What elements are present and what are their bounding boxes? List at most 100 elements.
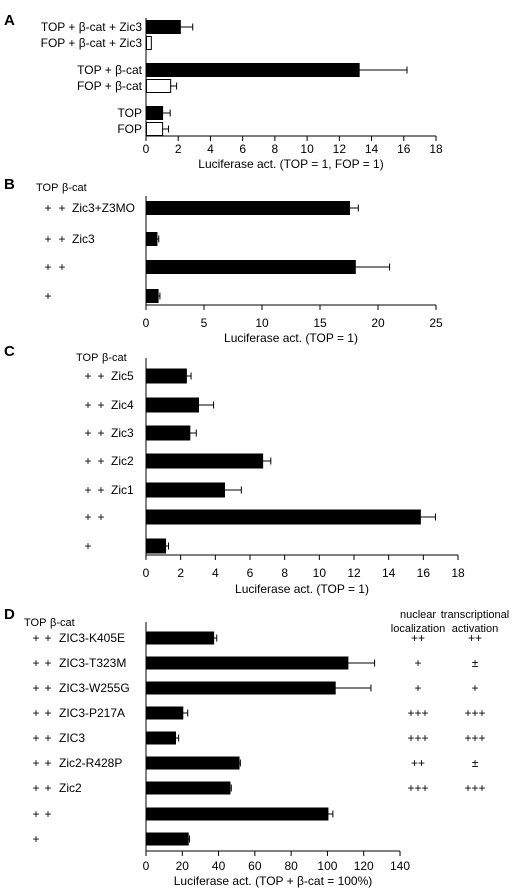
plus-mark: + [84,510,91,524]
row-label: Zic1 [111,483,134,497]
nuclear-localization-value: ++ [411,631,425,645]
bar [146,397,199,413]
transcriptional-activation-value: +++ [464,781,485,795]
plus-mark: + [44,289,51,303]
x-tick-label: 120 [354,859,374,873]
plus-mark: + [97,426,104,440]
row-label: ZIC3-W255G [59,681,130,695]
plus-mark: + [32,681,39,695]
x-tick-label: 25 [429,316,443,330]
x-tick-label: 20 [176,859,190,873]
transcriptional-activation-value: + [471,681,478,695]
bar [146,260,356,274]
plus-mark: + [32,832,39,846]
bar [146,509,421,525]
plus-mark: + [97,454,104,468]
plus-mark: + [84,369,91,383]
header-top: TOP [36,182,58,194]
x-tick-label: 20 [371,316,385,330]
nuclear-localization-value: + [414,656,421,670]
row-label: Zic2 [59,781,82,795]
category-label: FOP + β-cat + Zic3 [41,36,143,50]
x-tick-label: 0 [143,316,150,330]
x-tick-label: 8 [272,142,279,156]
x-tick-label: 2 [177,566,184,580]
x-tick-label: 18 [429,142,443,156]
plus-mark: + [58,260,65,274]
x-tick-label: 0 [143,142,150,156]
bar [146,807,329,821]
nuclear-localization-header: localization [391,623,445,635]
x-tick-label: 16 [397,142,411,156]
x-tick-label: 60 [248,859,262,873]
category-label: TOP + β-cat + Zic3 [41,20,142,34]
transcriptional-activation-value: +++ [464,706,485,720]
plus-mark: + [97,510,104,524]
row-label: ZIC3 [59,731,85,745]
plus-mark: + [97,483,104,497]
panel-D-letter: D [4,606,15,623]
plus-mark: + [44,681,51,695]
header-bcat: β-cat [50,617,75,629]
panel-B-letter: B [4,176,15,193]
bar [146,122,164,136]
category-label: FOP [117,122,142,136]
x-tick-label: 0 [143,859,150,873]
bar [146,631,215,645]
bar [146,20,181,34]
x-tick-label: 5 [201,316,208,330]
x-tick-label: 14 [382,566,396,580]
bar [146,232,158,246]
plus-mark: + [32,706,39,720]
row-label: Zic2-R428P [59,756,122,770]
bar [146,538,167,554]
plus-mark: + [44,706,51,720]
x-tick-label: 14 [365,142,379,156]
transcriptional-activation-value: +++ [464,731,485,745]
x-tick-label: 15 [313,316,327,330]
x-tick-label: 80 [284,859,298,873]
bar [146,63,360,77]
transcriptional-activation-value: ++ [468,631,482,645]
plus-mark: + [44,201,51,215]
x-tick-label: 4 [212,566,219,580]
x-tick-label: 12 [347,566,361,580]
nuclear-localization-value: +++ [407,731,428,745]
plus-mark: + [44,260,51,274]
plus-mark: + [44,731,51,745]
bar [146,79,172,93]
x-tick-label: 100 [317,859,337,873]
x-axis-label: Luciferase act. (TOP = 1, FOP = 1) [198,157,383,171]
x-tick-label: 12 [333,142,347,156]
nuclear-localization-value: +++ [407,781,428,795]
panel-D: D 0 20 40 60 80 100 120 140 Luciferase act. (TOP … [4,606,509,888]
header-top: TOP [76,352,98,364]
bar [146,36,152,50]
panel-C: C 0 2 4 6 8 10 12 14 16 18 Luciferase act. (TOP = 1… [4,343,465,596]
bar [146,756,240,770]
x-tick-label: 2 [175,142,182,156]
x-axis-label: Luciferase act. (TOP + β-cat = 100%) [174,874,373,888]
panel-C-letter: C [4,343,15,360]
plus-mark: + [32,781,39,795]
plus-mark: + [58,201,65,215]
bar [146,781,231,795]
plus-mark: + [44,781,51,795]
header-top: TOP [24,617,46,629]
plus-mark: + [97,398,104,412]
plus-mark: + [84,454,91,468]
row-label: ZIC3-K405E [59,631,125,645]
x-tick-label: 10 [255,316,269,330]
bar [146,425,191,441]
plus-mark: + [44,807,51,821]
plus-mark: + [32,731,39,745]
x-axis-label: Luciferase act. (TOP = 1) [224,331,358,345]
plus-mark: + [32,656,39,670]
bar [146,289,159,303]
header-bcat: β-cat [102,352,127,364]
row-label: Zic3+Z3MO [72,201,135,215]
row-label: Zic3 [72,232,95,246]
category-label: FOP + β-cat [77,79,143,93]
plus-mark: + [32,631,39,645]
